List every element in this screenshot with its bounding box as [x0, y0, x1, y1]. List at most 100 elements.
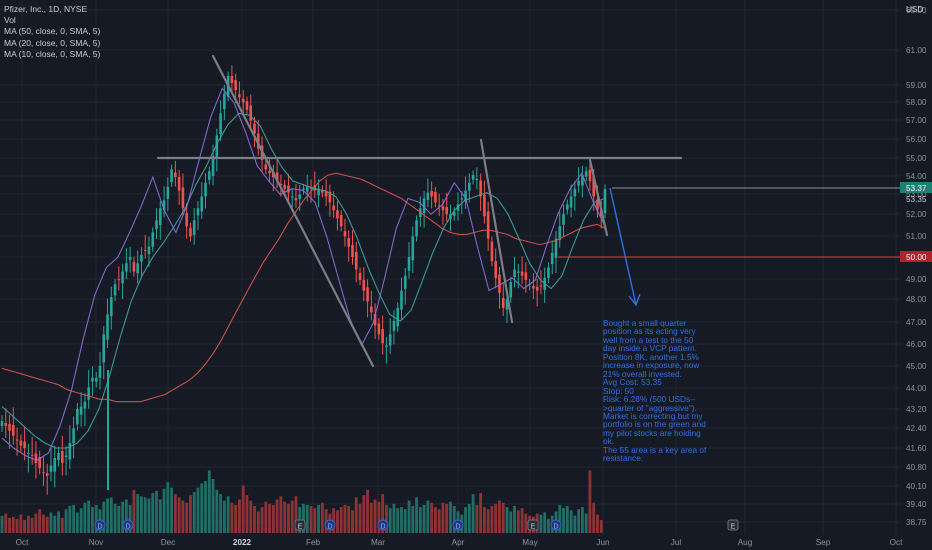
time-tick-label: Dec: [161, 538, 176, 547]
volume-bar: [396, 508, 400, 533]
volume-bar: [430, 502, 434, 533]
time-tick-label: Nov: [89, 538, 104, 547]
candle-body: [192, 220, 196, 235]
volume-bar: [109, 497, 113, 533]
candle-body: [57, 453, 60, 461]
candle-body: [328, 191, 332, 203]
volume-bar: [113, 503, 117, 533]
candle-body: [125, 263, 128, 272]
price-tick-label: 59.00: [906, 81, 927, 90]
volume-bar: [23, 520, 27, 533]
candle-body: [162, 200, 166, 210]
arrow-shaft: [609, 187, 637, 306]
volume-bar: [336, 510, 339, 533]
candle-body: [339, 215, 343, 227]
time-tick-label: Oct: [16, 538, 29, 547]
earnings-marker-label: E: [731, 524, 736, 531]
price-tick-label: 40.10: [906, 482, 927, 491]
candle-body: [332, 205, 335, 211]
volume-bar: [222, 500, 226, 533]
volume-bar: [132, 489, 136, 533]
candle-body: [554, 238, 558, 258]
ma10-legend: MA (10, close, 0, SMA, 5): [4, 48, 101, 59]
volume-bar: [196, 487, 200, 533]
volume-bar: [464, 507, 467, 533]
volume-bar: [264, 501, 268, 533]
candle-body: [253, 123, 256, 134]
volume-bar: [49, 512, 53, 533]
volume-bar: [245, 495, 249, 533]
candle-body: [30, 455, 34, 457]
candle-body: [151, 232, 155, 247]
candle-body: [83, 401, 87, 409]
candle-body: [72, 428, 75, 444]
volume-bar: [279, 496, 283, 533]
candle-body: [275, 172, 279, 181]
candle-body: [185, 213, 188, 227]
volume-bar: [94, 504, 98, 533]
time-tick-label: Apr: [452, 538, 465, 547]
candle-body: [550, 252, 554, 265]
candle-body: [109, 297, 113, 317]
candle-body: [498, 274, 501, 293]
candle-body: [207, 171, 211, 180]
volume-bar: [362, 495, 366, 533]
dividend-marker-label: D: [380, 524, 385, 531]
projection-arrow: [609, 187, 641, 307]
volume-bar: [234, 504, 238, 533]
candle-body: [539, 285, 543, 287]
volume-bar: [415, 497, 418, 533]
volume-bar: [34, 513, 38, 533]
candle-body: [15, 439, 19, 441]
volume-bar: [189, 495, 192, 533]
candle-body: [0, 421, 4, 426]
candle-body: [215, 135, 219, 158]
candle-body: [249, 105, 253, 121]
volume-bar: [580, 507, 584, 533]
candle-body: [49, 465, 53, 472]
time-tick-label: Jun: [596, 538, 610, 547]
candle-body: [287, 185, 290, 193]
price-tick-label: 46.00: [906, 340, 927, 349]
volume-bar: [479, 493, 483, 533]
volume-bar: [388, 508, 392, 533]
volume-bar: [486, 509, 490, 533]
volume-bar: [211, 479, 215, 533]
candle-body: [132, 261, 136, 272]
time-axis: Oct Nov Dec 2022 Feb Mar Apr May Jun Jul Aug Sep Oct: [16, 538, 903, 547]
volume-bar: [426, 500, 430, 533]
volume-bar: [539, 514, 543, 533]
candle-body: [23, 441, 26, 449]
volume-bar: [185, 502, 189, 533]
volume-bar: [385, 504, 388, 533]
candle-body: [566, 204, 569, 210]
volume-bar: [452, 506, 456, 533]
volume-bar: [253, 506, 256, 533]
volume-bar: [305, 504, 309, 533]
candle-body: [147, 246, 151, 255]
volume-bar: [418, 507, 422, 533]
candle-body: [464, 190, 467, 202]
volume-bar: [422, 504, 426, 533]
price-tick-label: 57.00: [906, 116, 927, 125]
volume-bar: [302, 503, 305, 533]
volume-bar: [392, 503, 396, 533]
price-tick-label: 52.00: [906, 210, 927, 219]
price-tick-label: 44.00: [906, 384, 927, 393]
dividend-marker: [324, 519, 336, 531]
volume-bar: [309, 506, 313, 533]
candle-body: [166, 186, 170, 199]
candle-body: [174, 172, 177, 178]
candle-body: [64, 455, 68, 458]
volume-bar: [0, 515, 4, 533]
volume-bar: [204, 481, 207, 533]
stop-level-badge-label: 50.00: [906, 253, 927, 262]
volume-legend: Vol: [4, 15, 16, 26]
volume-bar: [121, 501, 124, 533]
candle-body: [400, 290, 403, 310]
candle-body: [513, 269, 516, 278]
trend-lines: [156, 54, 683, 368]
candle-body: [79, 406, 83, 415]
price-tick-label: 58.00: [906, 98, 927, 107]
